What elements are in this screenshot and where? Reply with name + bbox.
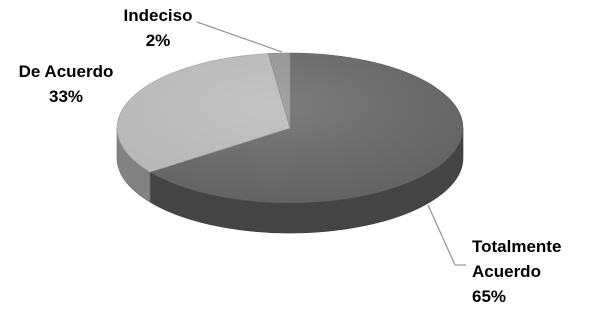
slice-percent: 65%	[472, 287, 506, 306]
slice-labels: Totalmente Acuerdo 65% De Acuerdo 33% Indecis…	[19, 6, 562, 306]
pie-tops	[116, 52, 464, 204]
leader-line-2	[196, 21, 283, 53]
slice-name: Indeciso	[124, 6, 193, 25]
slice-label-1: De Acuerdo 33%	[19, 62, 114, 106]
slice-percent: 33%	[49, 87, 83, 106]
pie-shine	[117, 53, 463, 203]
slice-label-0: Totalmente Acuerdo 65%	[472, 237, 561, 306]
leader-line-0	[427, 204, 466, 266]
leader-lines	[196, 21, 466, 266]
slice-label-2: Indeciso 2%	[124, 6, 193, 50]
slice-name: Acuerdo	[472, 262, 541, 281]
slice-name: Totalmente	[472, 237, 561, 256]
slice-percent: 2%	[146, 31, 171, 50]
slice-name: De Acuerdo	[19, 62, 114, 81]
